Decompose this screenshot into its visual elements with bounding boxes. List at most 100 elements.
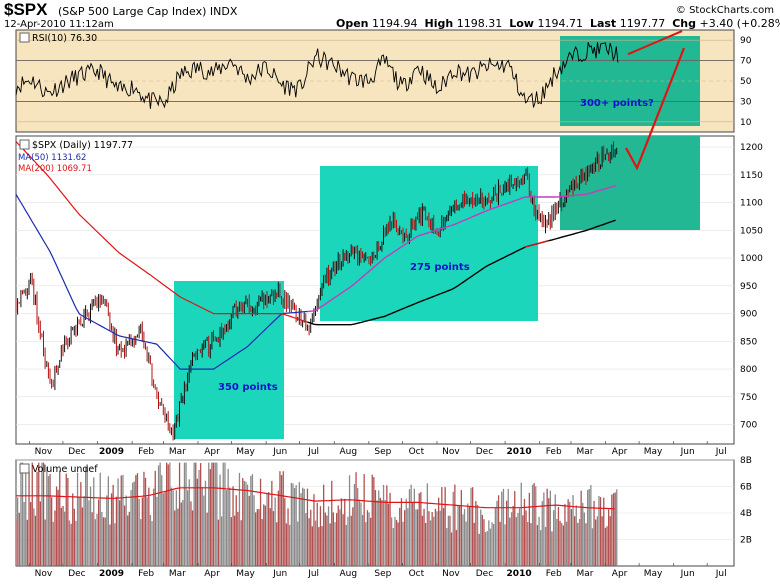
rsi-tick-label: 50: [740, 77, 752, 87]
volume-bar: [159, 462, 161, 566]
volume-bar: [598, 496, 600, 566]
volume-bar: [535, 486, 537, 566]
volume-bar: [302, 487, 304, 566]
volume-bar: [135, 475, 137, 566]
x-tick-label: May: [236, 447, 255, 457]
volume-bar: [70, 523, 72, 566]
volume-bar: [400, 498, 403, 566]
volume-bar: [311, 526, 313, 566]
volume-bar: [540, 530, 542, 566]
volume-bar: [310, 509, 312, 566]
volume-bar: [306, 488, 309, 566]
x-tick-label: Aug: [339, 447, 357, 457]
volume-bar: [391, 517, 393, 566]
volume-bar: [370, 517, 372, 566]
x-tick-label: Mar: [169, 447, 186, 457]
volume-bar: [26, 519, 28, 566]
x-tick-label: Dec: [476, 569, 493, 579]
volume-bar: [151, 521, 153, 566]
volume-bar: [493, 524, 495, 566]
volume-bar: [285, 523, 288, 566]
volume-bar: [182, 500, 184, 566]
volume-bar: [366, 510, 369, 566]
volume-bar: [180, 502, 182, 566]
volume-bar: [303, 488, 305, 566]
volume-bar: [284, 498, 286, 566]
volume-bar: [128, 511, 130, 566]
volume-bar: [196, 478, 198, 566]
rsi-tick-label: 10: [740, 118, 752, 128]
volume-bar: [585, 523, 587, 566]
x-tick-label: Nov: [35, 447, 53, 457]
volume-bar: [476, 504, 479, 566]
x-tick-label: Jul: [715, 569, 727, 579]
volume-bar: [531, 484, 534, 566]
volume-bar: [60, 507, 62, 566]
volume-bar: [75, 520, 77, 566]
volume-bar: [209, 469, 211, 566]
volume-bar: [593, 501, 595, 566]
volume-bar: [497, 495, 500, 566]
rsi-collapse-icon: [19, 32, 30, 43]
volume-bar: [93, 477, 95, 566]
volume-bar: [447, 515, 449, 566]
volume-bar: [261, 519, 263, 566]
volume-bar: [413, 488, 415, 566]
open-value: 1194.94: [372, 17, 418, 30]
volume-bar: [162, 493, 164, 566]
volume-bar: [133, 481, 135, 566]
volume-bar: [472, 487, 474, 566]
volume-bar: [418, 493, 420, 566]
volume-bar: [102, 517, 105, 566]
volume-bar: [148, 487, 150, 566]
volume-bar: [114, 523, 116, 566]
volume-bar: [506, 500, 508, 566]
volume-bar: [25, 469, 27, 566]
volume-bar: [517, 513, 519, 566]
volume-bar: [76, 472, 79, 566]
volume-bar: [405, 498, 407, 566]
volume-bar: [170, 487, 173, 566]
ma200-recent-segment: [525, 240, 549, 248]
volume-bar: [455, 530, 458, 566]
x-tick-label: Apr: [204, 569, 220, 579]
volume-bar: [444, 487, 446, 566]
volume-bar: [543, 492, 545, 566]
volume-bar: [224, 462, 226, 566]
volume-bar: [125, 495, 127, 566]
volume-bar: [446, 528, 448, 566]
volume-bar: [94, 519, 96, 566]
price-tick-label: 1100: [740, 199, 763, 209]
volume-bar: [141, 497, 143, 566]
volume-bar: [305, 513, 307, 566]
volume-bar: [404, 510, 406, 566]
volume-bar: [530, 523, 532, 566]
stockcharts-brand[interactable]: © StockCharts.com: [675, 5, 774, 16]
volume-bar: [240, 520, 242, 566]
volume-bar: [264, 505, 266, 566]
volume-bar: [527, 522, 529, 566]
volume-bar: [502, 488, 505, 566]
volume-bar: [434, 508, 437, 566]
volume-bar: [467, 503, 469, 566]
volume-bar: [382, 484, 385, 566]
volume-bar: [300, 493, 302, 566]
volume-bar: [361, 514, 364, 566]
x-tick-label: Dec: [68, 569, 85, 579]
volume-bar: [489, 528, 492, 566]
volume-bar: [268, 492, 270, 566]
volume-bar: [216, 462, 218, 566]
rsi-tick-label: 90: [740, 36, 752, 46]
volume-bar: [258, 509, 260, 566]
x-tick-label: Feb: [546, 447, 562, 457]
volume-bar: [219, 474, 221, 566]
volume-bar: [501, 491, 503, 566]
x-tick-label: Nov: [442, 569, 460, 579]
x-tick-label: Jun: [680, 447, 695, 457]
volume-bar: [596, 516, 598, 566]
rsi-line: [15, 42, 619, 109]
volume-bar: [544, 527, 547, 566]
volume-bar: [378, 490, 380, 566]
volume-bar: [54, 510, 56, 566]
volume-bar: [161, 475, 163, 566]
